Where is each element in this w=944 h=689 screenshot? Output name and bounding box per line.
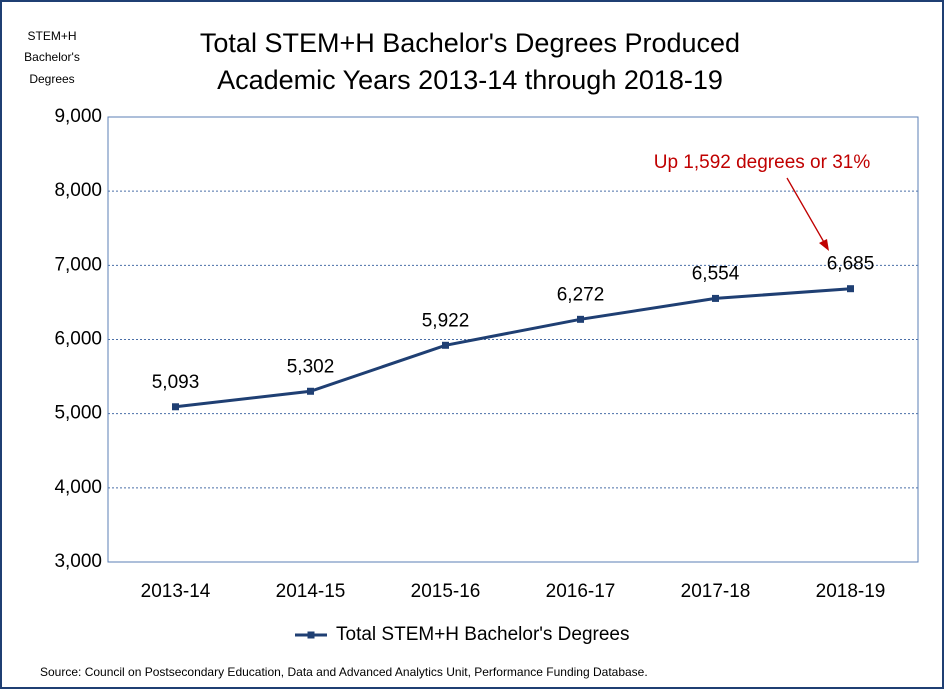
y-tick-label: 5,000	[54, 403, 102, 424]
annotation: Up 1,592 degrees or 31%	[654, 152, 871, 173]
y-tick-label: 9,000	[54, 106, 102, 127]
annotation-arrowhead	[819, 239, 829, 251]
legend-marker	[307, 631, 315, 639]
data-point	[847, 285, 854, 293]
source-note: Source: Council on Postsecondary Educati…	[40, 665, 648, 679]
annotation-arrow	[786, 177, 826, 245]
y-axis-label: STEM+H	[27, 29, 76, 43]
y-axis-label: Bachelor's	[24, 50, 80, 64]
y-tick-label: 4,000	[54, 477, 102, 498]
x-tick-label: 2018-19	[816, 581, 886, 602]
x-tick-label: 2015-16	[411, 581, 481, 602]
chart-title: Total STEM+H Bachelor's Degrees Produced	[200, 28, 740, 58]
data-line	[175, 287, 851, 409]
x-tick-label: 2013-14	[141, 581, 211, 602]
legend-label: Total STEM+H Bachelor's Degrees	[336, 624, 630, 645]
data-label: 5,922	[422, 310, 470, 331]
y-axis-label: Degrees	[29, 72, 74, 86]
chart-subtitle: Academic Years 2013-14 through 2018-19	[217, 65, 723, 95]
data-label: 6,554	[692, 263, 740, 284]
x-tick-label: 2016-17	[546, 581, 616, 602]
data-point	[442, 341, 449, 349]
data-label: 6,272	[557, 284, 605, 305]
y-tick-label: 7,000	[54, 254, 102, 275]
data-label: 5,302	[287, 356, 335, 377]
data-label: 6,685	[827, 254, 875, 275]
data-point	[712, 294, 719, 302]
data-point	[577, 315, 584, 323]
y-tick-label: 3,000	[54, 551, 102, 572]
x-tick-label: 2017-18	[681, 581, 751, 602]
data-label: 5,093	[152, 372, 200, 393]
x-tick-label: 2014-15	[276, 581, 346, 602]
data-point	[172, 403, 179, 411]
y-tick-label: 8,000	[54, 180, 102, 201]
plot-area	[107, 116, 919, 563]
y-tick-label: 6,000	[54, 329, 102, 350]
data-point	[307, 387, 314, 395]
